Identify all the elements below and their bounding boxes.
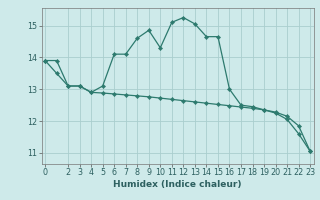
X-axis label: Humidex (Indice chaleur): Humidex (Indice chaleur)	[113, 180, 242, 189]
